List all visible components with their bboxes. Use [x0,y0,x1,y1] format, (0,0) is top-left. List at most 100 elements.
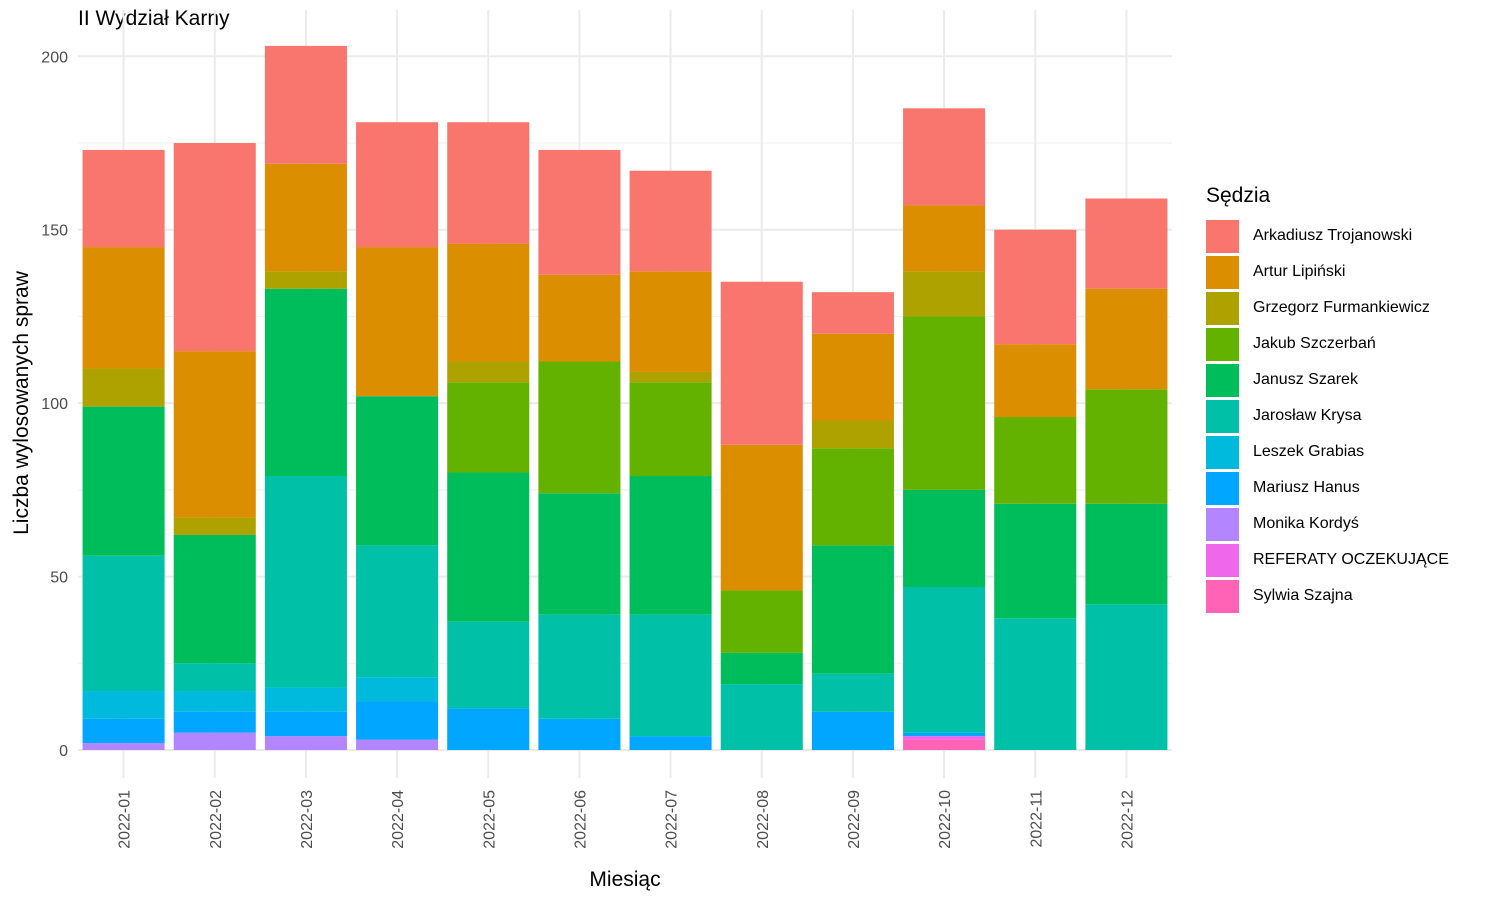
legend-label: Jarosław Krysa [1253,407,1362,424]
x-axis-ticks: 2022-01 2022-02 2022-03 2022-04 2022-05 2022-… [117,790,1137,849]
bar-segment [629,382,712,476]
bar-segment [903,732,986,737]
bar-segment [994,344,1077,418]
bar-segment [538,274,621,362]
legend-key [1206,363,1239,397]
bar-segment [82,743,165,750]
legend-label: Monika Kordyś [1253,515,1359,532]
bar-segment [356,545,439,678]
bar-segment [173,534,256,664]
bar-segment [82,149,165,248]
legend-item: Jarosław Krysa [1206,398,1449,434]
legend-label: Artur Lipiński [1253,263,1346,280]
bar-segment [1085,389,1168,504]
bar-segment [538,718,621,750]
y-tick-label: 200 [41,49,68,66]
bar-segment [538,614,621,719]
x-tick-label: 2022-11 [1028,790,1045,848]
bar-segment [447,382,530,473]
bar-segment [173,663,256,692]
bar-segment [82,368,165,407]
bar-segment [356,739,439,750]
legend-title: Sędzia [1206,184,1271,207]
bar-segment [538,149,621,275]
bar-segment [629,475,712,615]
bar-segment [1085,288,1168,390]
bar-segment [720,684,803,750]
bar-segment [994,417,1077,504]
bar-segment [356,396,439,546]
bar-segment [811,292,894,334]
bar-segment [264,475,347,688]
bar-segment [720,590,803,653]
legend-label: Grzegorz Furmankiewicz [1253,299,1430,316]
bar-segment [903,316,986,490]
bar-segment [173,517,256,535]
x-tick-label: 2022-05 [481,790,498,849]
bar-segment [811,333,894,421]
bar-segment [629,371,712,383]
legend-key [1206,291,1239,325]
bar-segment [264,271,347,289]
y-tick-label: 150 [41,223,68,240]
legend-item: Artur Lipiński [1206,254,1449,290]
bar-segment [903,271,986,317]
bar-segment [1085,503,1168,605]
bar-segment [356,247,439,397]
legend-key [1206,579,1239,613]
bar-segment [173,691,256,712]
bar-segment [811,420,894,449]
x-tick-label: 2022-08 [755,790,772,849]
bar-segment [903,108,986,206]
bar-segment [173,351,256,518]
bar-segment [82,555,165,692]
bar-segment [811,711,894,750]
bar-segment [903,586,986,733]
x-tick-label: 2022-06 [572,790,589,849]
bar-segment [264,736,347,750]
legend-item: Jakub Szczerbań [1206,326,1449,362]
bar-segment [538,493,621,615]
x-tick-label: 2022-02 [208,790,225,849]
legend-items: Arkadiusz Trojanowski Artur Lipiński Grzeg… [1206,218,1449,614]
legend-key [1206,327,1239,361]
bar-segment [356,701,439,740]
legend-key [1206,255,1239,289]
legend-label: REFERATY OCZEKUJĄCE [1253,551,1449,568]
bar-segment [720,281,803,445]
legend-label: Arkadiusz Trojanowski [1253,227,1413,244]
x-tick-label: 2022-04 [390,790,407,849]
bar-segment [994,503,1077,619]
x-tick-label: 2022-12 [1119,790,1136,849]
bar-segment [994,229,1077,345]
bars [82,45,1168,750]
y-tick-label: 0 [59,743,68,760]
legend-key [1206,435,1239,469]
legend-item: Janusz Szarek [1206,362,1449,398]
bar-segment [811,448,894,546]
bar-segment [903,739,986,750]
bar-segment [629,170,712,272]
bar-segment [356,677,439,702]
y-tick-label: 100 [41,396,68,413]
bar-segment [994,618,1077,750]
bar-segment [264,711,347,737]
bar-segment [629,271,712,372]
bar-segment [903,205,986,272]
legend-label: Janusz Szarek [1253,371,1358,388]
bar-segment [82,247,165,369]
bar-segment [720,444,803,591]
legend-item: REFERATY OCZEKUJĄCE [1206,542,1449,578]
bar-segment [447,122,530,244]
bar-segment [264,288,347,476]
legend-item: Monika Kordyś [1206,506,1449,542]
x-tick-label: 2022-07 [664,790,681,849]
legend-label: Mariusz Hanus [1253,479,1360,496]
legend-key [1206,399,1239,433]
bar-segment [1085,604,1168,750]
bar-segment [356,122,439,248]
bar-segment [629,614,712,737]
y-axis-title: Liczba wylosowanych spraw [10,270,33,535]
bar-segment [811,673,894,712]
bar-segment [264,163,347,272]
